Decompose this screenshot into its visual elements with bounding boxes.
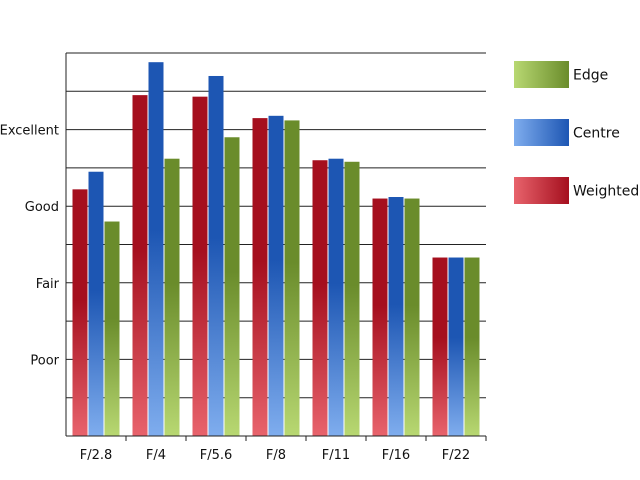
bars — [72, 62, 480, 437]
bar-weighted — [252, 118, 268, 437]
bar-centre — [388, 197, 404, 436]
y-tick-label: Excellent — [0, 124, 59, 139]
x-tick-label: F/16 — [382, 448, 410, 463]
bar-weighted — [132, 95, 148, 436]
bar-centre — [208, 75, 224, 436]
bar-centre — [148, 62, 164, 436]
legend-label-weighted: Weighted — [573, 184, 639, 200]
y-tick-label: Fair — [36, 277, 60, 292]
bar-edge — [344, 161, 360, 436]
x-tick-label: F/5.6 — [200, 448, 233, 463]
axes — [65, 53, 486, 437]
bar-edge — [224, 137, 240, 436]
bar-edge — [104, 221, 120, 436]
bar-weighted — [432, 257, 448, 436]
bar-weighted — [312, 160, 328, 437]
y-tick-label: Poor — [30, 353, 59, 368]
legend-label-centre: Centre — [573, 126, 620, 142]
bar-centre — [448, 257, 464, 436]
bar-edge — [164, 158, 180, 436]
x-tick-label: F/8 — [266, 448, 286, 463]
bar-weighted — [72, 189, 88, 436]
x-tick-label: F/2.8 — [80, 448, 113, 463]
bar-edge — [404, 198, 420, 436]
bar-centre — [328, 158, 344, 436]
bar-centre — [88, 171, 104, 437]
bar-weighted — [372, 198, 388, 436]
bar-centre — [268, 115, 284, 436]
legend-swatch-edge — [514, 61, 569, 88]
x-tick-label: F/4 — [146, 448, 166, 463]
bar-edge — [464, 257, 480, 436]
legend-swatch-weighted — [514, 177, 569, 204]
y-tick-labels: Poor Fair Good Excellent — [0, 124, 60, 369]
x-tick-label: F/22 — [442, 448, 470, 463]
legend: Edge Centre Weighted — [514, 61, 639, 204]
legend-swatch-centre — [514, 119, 569, 146]
bar-edge — [284, 120, 300, 437]
y-tick-label: Good — [25, 200, 59, 215]
legend-label-edge: Edge — [573, 68, 608, 84]
bar-weighted — [192, 96, 208, 437]
x-tick-label: F/11 — [322, 448, 350, 463]
x-tick-labels: F/2.8 F/4 F/5.6 F/8 F/11 F/16 F/22 — [80, 436, 487, 463]
